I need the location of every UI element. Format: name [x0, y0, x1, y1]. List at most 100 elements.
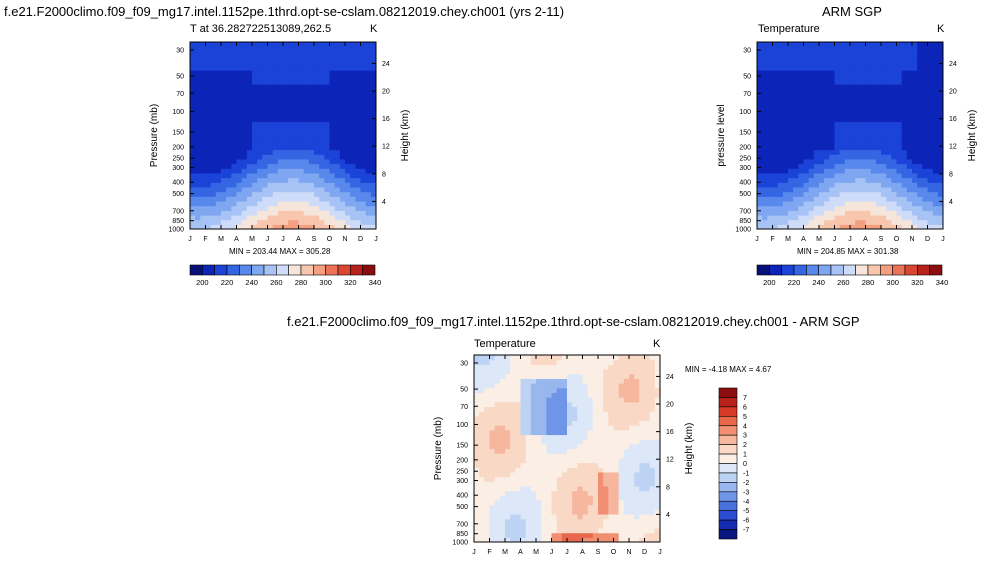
field-cell — [808, 56, 815, 62]
field-cell — [561, 467, 568, 473]
field-cell — [345, 46, 351, 52]
field-cell — [556, 373, 563, 379]
field-cell — [293, 112, 300, 118]
field-cell — [319, 46, 325, 52]
field-cell — [252, 168, 258, 174]
field-cell — [541, 392, 547, 398]
field-cell — [839, 205, 846, 211]
field-cell — [829, 130, 836, 137]
field-cell — [370, 130, 376, 137]
field-cell — [881, 126, 887, 132]
field-cell — [257, 177, 263, 183]
field-cell — [226, 205, 232, 211]
field-cell — [546, 373, 553, 379]
field-cell — [782, 126, 789, 132]
field-cell — [639, 387, 646, 393]
field-cell — [917, 172, 923, 179]
field-cell — [494, 425, 501, 431]
field-cell — [530, 429, 537, 436]
field-cell — [365, 98, 372, 104]
field-cell — [262, 205, 269, 211]
field-cell — [644, 462, 651, 468]
field-cell — [246, 70, 253, 76]
field-cell — [603, 462, 609, 468]
field-cell — [494, 387, 501, 393]
field-cell — [613, 443, 620, 450]
field-cell — [283, 107, 289, 113]
field-cell — [515, 495, 522, 501]
field-cell — [525, 509, 532, 515]
field-cell — [865, 130, 872, 137]
field-cell — [231, 93, 238, 99]
field-cell — [283, 177, 289, 183]
field-cell — [829, 98, 836, 104]
field-cell — [829, 116, 836, 123]
field-cell — [592, 509, 599, 515]
field-cell — [865, 214, 872, 221]
field-cell — [561, 471, 568, 478]
field-cell — [308, 56, 315, 62]
field-cell — [865, 112, 872, 118]
field-cell — [860, 200, 867, 207]
field-cell — [303, 182, 310, 188]
field-cell — [819, 196, 825, 202]
field-cell — [241, 219, 248, 225]
field-cell — [777, 93, 784, 99]
month-label: A — [234, 236, 239, 243]
field-cell — [618, 439, 625, 445]
colorbar-label: -2 — [743, 480, 749, 487]
field-cell — [829, 186, 836, 193]
field-cell — [654, 532, 660, 538]
field-cell — [505, 429, 511, 436]
field-cell — [231, 42, 238, 48]
field-cell — [623, 453, 630, 459]
field-cell — [906, 102, 913, 109]
month-label: O — [327, 236, 333, 243]
field-cell — [283, 182, 289, 188]
field-cell — [772, 56, 779, 62]
field-cell — [324, 42, 331, 48]
field-cell — [793, 158, 799, 165]
field-cell — [272, 93, 279, 99]
field-cell — [494, 383, 501, 389]
field-cell — [303, 70, 310, 76]
field-cell — [520, 490, 527, 496]
field-cell — [582, 443, 589, 450]
colorbar-swatch — [718, 406, 738, 417]
field-cell — [567, 495, 573, 501]
field-cell — [572, 383, 578, 389]
field-cell — [922, 46, 929, 52]
field-cell — [339, 214, 346, 221]
field-cell — [236, 46, 243, 52]
field-cell — [598, 415, 604, 422]
field-cell — [577, 509, 584, 515]
field-cell — [479, 490, 485, 496]
field-cell — [767, 112, 774, 118]
field-cell — [592, 369, 599, 375]
field-cell — [551, 373, 558, 379]
field-cell — [598, 411, 604, 417]
field-cell — [829, 182, 836, 188]
field-cell — [334, 74, 341, 80]
field-cell — [479, 471, 485, 478]
field-cell — [875, 158, 882, 165]
field-cell — [324, 116, 331, 123]
field-cell — [319, 56, 325, 62]
field-cell — [241, 42, 248, 48]
field-cell — [839, 56, 846, 62]
field-cell — [195, 154, 201, 160]
colorbar-swatch — [718, 472, 738, 483]
field-cell — [303, 158, 310, 165]
field-cell — [536, 369, 542, 375]
month-label: M — [502, 549, 508, 556]
field-cell — [762, 219, 768, 225]
field-cell — [762, 224, 768, 229]
field-cell — [598, 537, 604, 542]
field-cell — [293, 177, 300, 183]
field-cell — [850, 126, 856, 132]
field-cell — [865, 172, 872, 179]
field-cell — [546, 364, 553, 370]
field-cell — [906, 163, 913, 169]
field-cell — [350, 210, 356, 216]
field-cell — [262, 70, 269, 76]
